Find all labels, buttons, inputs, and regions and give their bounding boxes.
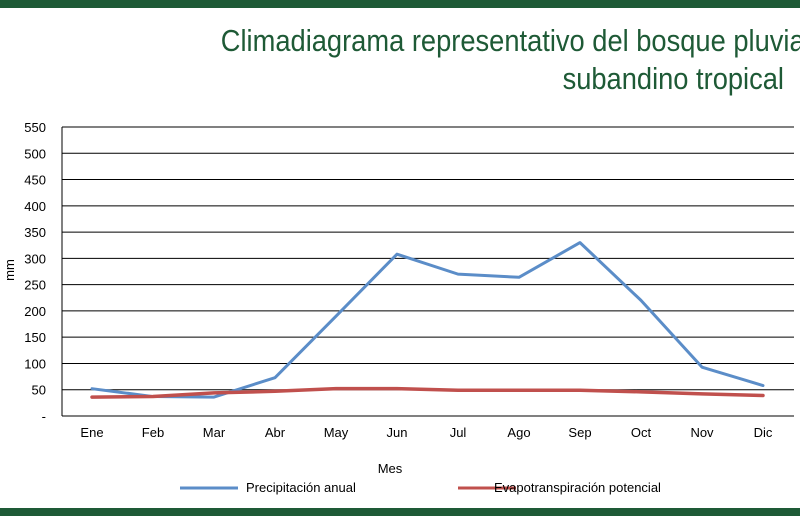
y-tick-label: 100 xyxy=(24,356,46,371)
y-tick-label: 200 xyxy=(24,304,46,319)
legend-label: Evapotranspiración potencial xyxy=(494,480,661,495)
y-tick-label: 300 xyxy=(24,251,46,266)
y-tick-label: 250 xyxy=(24,278,46,293)
x-tick-label: Sep xyxy=(568,425,591,440)
x-tick-label: Ene xyxy=(80,425,103,440)
y-tick-label: 50 xyxy=(32,383,46,398)
y-tick-label: 500 xyxy=(24,146,46,161)
y-tick-label: - xyxy=(42,409,46,424)
x-tick-label: Jun xyxy=(387,425,408,440)
y-tick-label: 150 xyxy=(24,330,46,345)
y-tick-label: 450 xyxy=(24,173,46,188)
series-line-precipitacion xyxy=(92,243,763,397)
y-axis-label: mm xyxy=(2,259,17,281)
y-tick-label: 350 xyxy=(24,225,46,240)
x-tick-label: Feb xyxy=(142,425,164,440)
x-tick-label: Abr xyxy=(265,425,286,440)
y-tick-label: 400 xyxy=(24,199,46,214)
x-tick-label: May xyxy=(324,425,349,440)
x-tick-label: Ago xyxy=(507,425,530,440)
climate-chart: - 50 100 150 200 250 300 350 400 450 500 550 Ene Feb M… xyxy=(0,0,800,516)
x-tick-label: Jul xyxy=(450,425,467,440)
y-tick-label: 550 xyxy=(24,120,46,135)
x-axis-label: Mes xyxy=(378,461,403,476)
x-tick-label: Mar xyxy=(203,425,226,440)
x-tick-label: Dic xyxy=(754,425,773,440)
x-tick-label: Oct xyxy=(631,425,652,440)
x-tick-label: Nov xyxy=(690,425,714,440)
legend-label: Precipitación anual xyxy=(246,480,356,495)
